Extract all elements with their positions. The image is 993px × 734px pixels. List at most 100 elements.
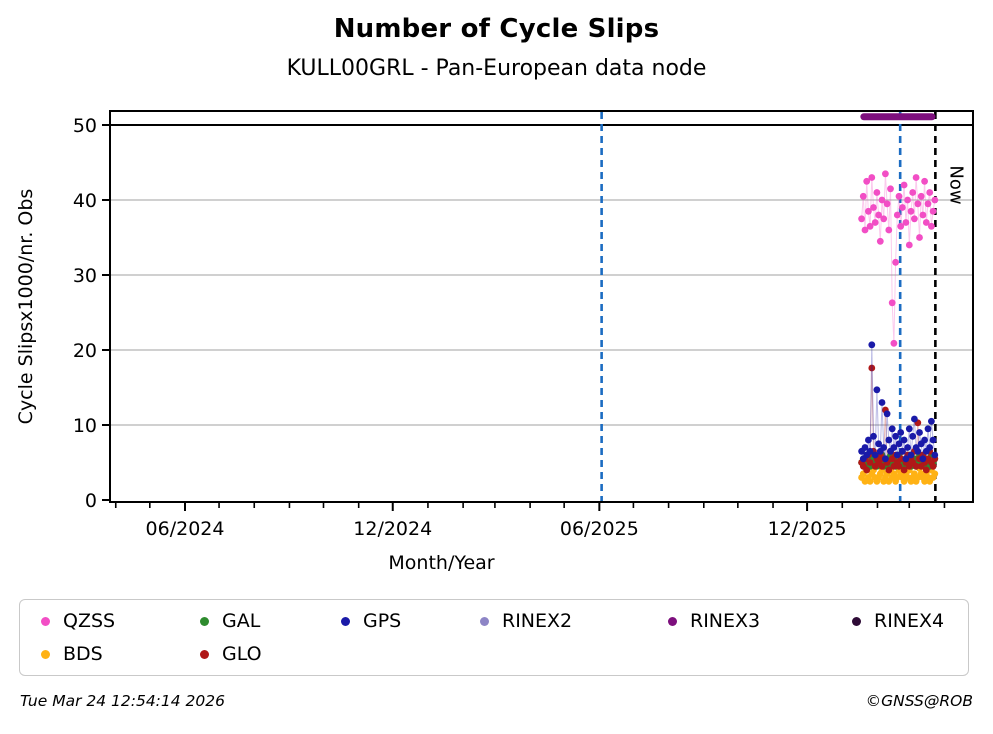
y-tick-label: 40 <box>73 190 97 212</box>
series-point-gps <box>919 455 927 463</box>
series-point-glo <box>895 462 903 470</box>
legend-marker-rinex3-icon <box>668 617 677 626</box>
chart-legend: QZSS BDS GAL GLO GPS RINEX2 RINEX3 RINEX4 <box>19 599 969 676</box>
legend-item-bds: BDS <box>41 638 200 671</box>
series-point-qzss <box>909 189 917 196</box>
legend-label: RINEX3 <box>690 610 761 632</box>
page-subtitle: KULL00GRL - Pan-European data node <box>286 56 707 81</box>
series-point-gps <box>929 436 937 444</box>
series-point-glo <box>878 462 886 470</box>
legend-marker-qzss-icon <box>41 617 50 626</box>
series-point-qzss <box>902 219 910 226</box>
x-tick-label: 12/2025 <box>768 518 847 540</box>
legend-item-rinex2: RINEX2 <box>480 605 668 638</box>
series-point-bds <box>866 477 874 485</box>
series-point-gps <box>911 415 918 423</box>
series-point-gps <box>875 440 882 448</box>
series-point-gps <box>899 447 906 455</box>
series-point-qzss <box>878 196 886 204</box>
y-tick-label: 50 <box>73 115 97 137</box>
series-point-qzss <box>868 174 876 181</box>
series-point-qzss <box>911 215 918 223</box>
series-point-qzss <box>875 211 882 219</box>
series-point-glo <box>885 466 893 474</box>
x-tick-label: 12/2024 <box>353 518 432 540</box>
legend-label: QZSS <box>63 610 116 632</box>
series-point-glo <box>900 466 908 474</box>
series-point-qzss <box>919 211 927 219</box>
series-point-gps <box>865 436 872 444</box>
legend-marker-bds-icon <box>41 650 50 659</box>
series-point-glo <box>929 462 937 470</box>
series-point-gps <box>916 429 923 436</box>
series-point-qzss <box>892 258 899 266</box>
series-point-qzss <box>866 222 874 230</box>
series-point-qzss <box>883 200 891 208</box>
series-point-qzss <box>870 204 877 211</box>
series-point-gps <box>924 425 932 433</box>
series-point-qzss <box>924 200 932 208</box>
series-point-gps <box>895 440 903 448</box>
series-point-qzss <box>921 177 928 185</box>
series-point-gps <box>928 417 935 425</box>
series-point-qzss <box>863 177 871 185</box>
series-point-gps <box>900 436 908 444</box>
series-point-qzss <box>926 189 934 196</box>
series-point-gps <box>882 455 889 463</box>
series-point-qzss <box>907 207 915 215</box>
x-tick-label: 06/2025 <box>560 518 639 540</box>
series-point-gps <box>885 436 893 444</box>
legend-item-gps: GPS <box>341 605 480 638</box>
y-tick-label: 20 <box>73 340 97 362</box>
legend-label: GPS <box>363 610 402 632</box>
series-point-gps <box>893 451 901 459</box>
series-point-qzss <box>895 192 903 200</box>
series-point-bds <box>931 470 939 478</box>
page-title: Number of Cycle Slips <box>333 14 660 44</box>
series-point-qzss <box>912 174 920 181</box>
series-point-gps <box>892 432 899 440</box>
series-point-qzss <box>871 219 879 226</box>
series-point-qzss <box>885 226 893 234</box>
series-point-qzss <box>888 299 896 307</box>
series-point-glo <box>866 459 874 466</box>
legend-label: BDS <box>63 643 103 665</box>
plot-frame <box>109 110 974 503</box>
series-point-qzss <box>904 196 911 204</box>
series-point-gps <box>904 444 911 451</box>
series-point-gps <box>897 429 905 436</box>
y-tick-label: 0 <box>85 490 97 512</box>
series-point-gps <box>926 444 934 451</box>
legend-marker-rinex2-icon <box>480 617 489 626</box>
series-point-qzss <box>861 226 869 234</box>
legend-column: QZSS BDS <box>41 605 200 671</box>
x-axis-label: Month/Year <box>388 552 494 574</box>
series-point-gps <box>873 386 881 394</box>
series-point-qzss <box>890 339 898 347</box>
series-point-qzss <box>893 211 901 219</box>
series-point-gps <box>890 444 898 451</box>
plot-timestamp: Tue Mar 24 12:54:14 2026 <box>20 692 226 710</box>
legend-column: GPS <box>341 605 480 638</box>
y-tick-label: 30 <box>73 265 97 287</box>
series-point-glo <box>863 466 871 474</box>
series-point-qzss <box>899 204 906 211</box>
series-point-qzss <box>905 241 913 249</box>
legend-item-gal: GAL <box>200 605 341 638</box>
legend-marker-rinex4-icon <box>852 617 861 626</box>
series-point-qzss <box>914 200 922 208</box>
series-point-qzss <box>876 237 884 245</box>
series-point-qzss <box>887 185 894 193</box>
series-point-qzss <box>880 215 888 223</box>
series-point-gps <box>878 399 886 406</box>
series-point-qzss <box>928 222 935 230</box>
series-point-gps <box>914 447 922 455</box>
legend-marker-gps-icon <box>341 617 350 626</box>
y-tick-label: 10 <box>73 415 97 437</box>
series-point-gps <box>883 410 891 418</box>
series-point-gps <box>907 451 915 459</box>
series-point-glo <box>922 466 930 474</box>
series-point-qzss <box>882 170 889 178</box>
series-point-qzss <box>916 234 923 241</box>
series-point-gps <box>921 436 928 444</box>
